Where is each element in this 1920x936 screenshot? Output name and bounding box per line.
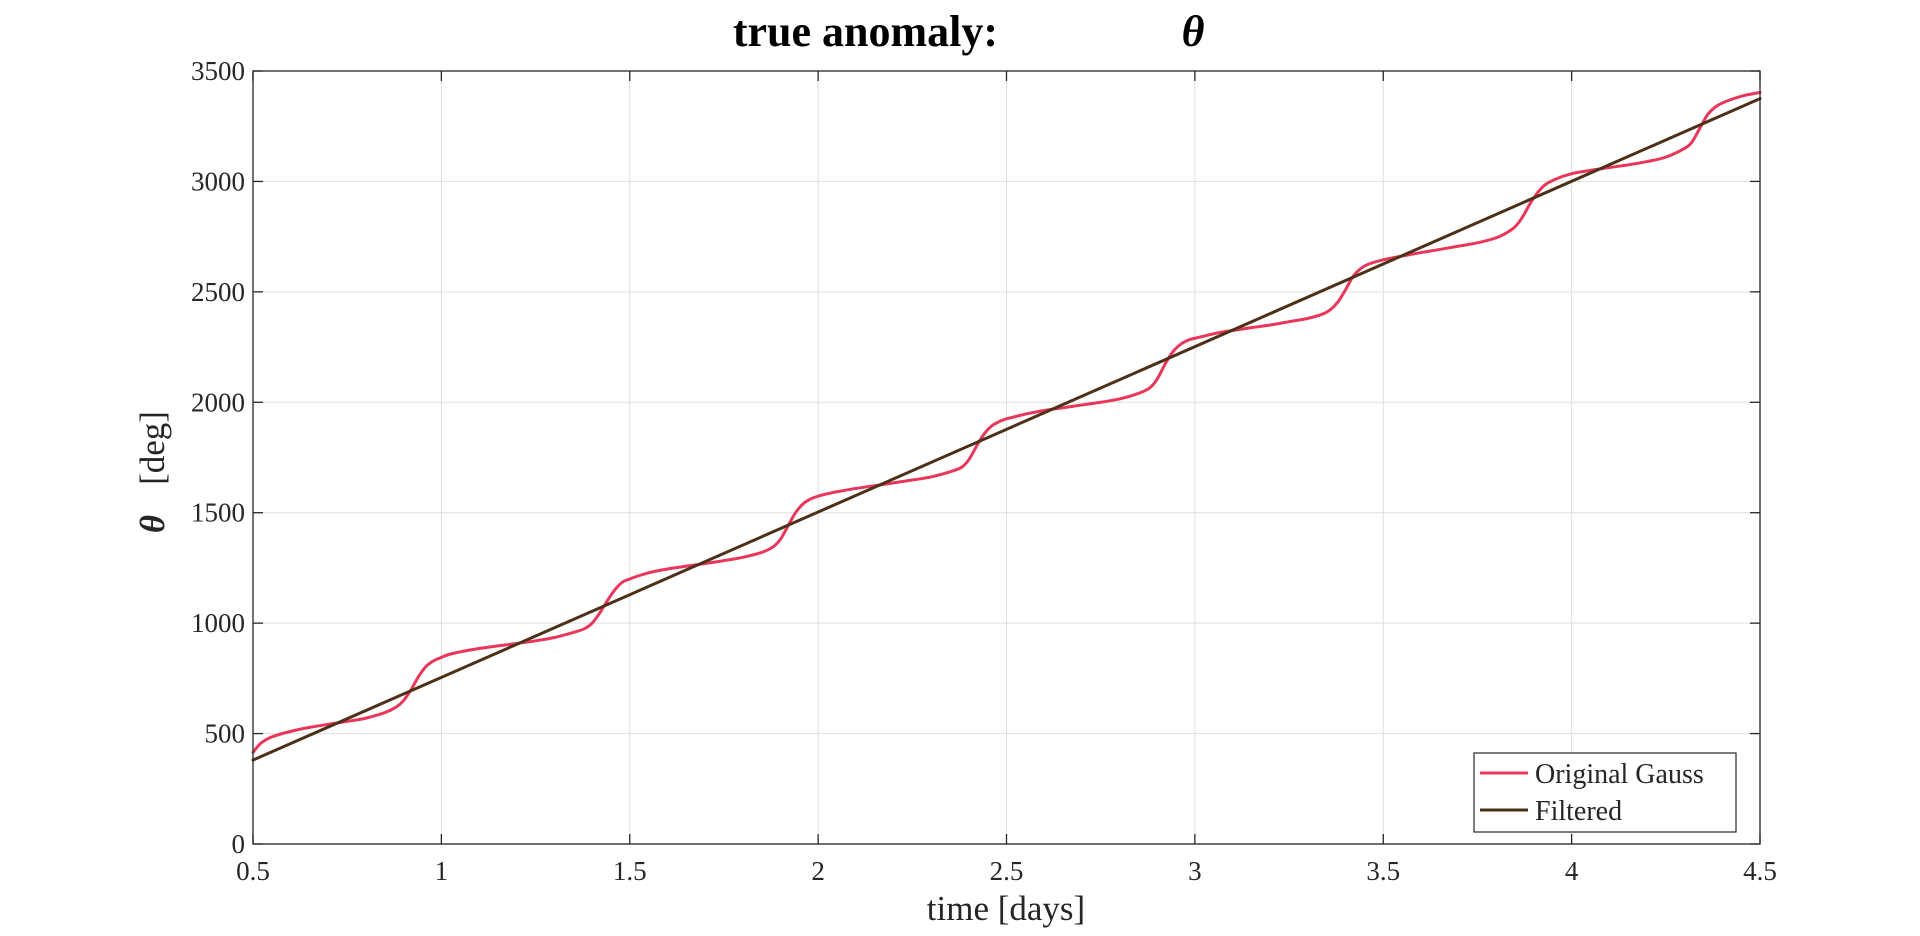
series-line-original-gauss xyxy=(251,90,1762,754)
y-tick-label: 1000 xyxy=(191,608,245,638)
x-tick-labels: 0.5 1 1.5 2 2.5 3 3.5 4 4.5 xyxy=(236,856,1777,886)
x-tick-label: 4.5 xyxy=(1743,856,1777,886)
legend-label-original-gauss: Original Gauss xyxy=(1535,759,1704,790)
y-tick-label: 2500 xyxy=(191,277,245,307)
y-tick-label: 2000 xyxy=(191,387,245,417)
y-tick-label: 1500 xyxy=(191,498,245,528)
x-tick-label: 1.5 xyxy=(613,856,647,886)
x-tick-label: 2.5 xyxy=(990,856,1024,886)
legend-label-filtered: Filtered xyxy=(1535,796,1622,827)
x-tick-label: 4 xyxy=(1565,856,1579,886)
series-layer xyxy=(251,90,1762,762)
y-tick-label: 3000 xyxy=(191,166,245,196)
y-tick-labels: 0 500 1000 1500 2000 2500 3000 3500 xyxy=(191,56,245,859)
legend: Original Gauss Filtered xyxy=(1473,752,1737,833)
y-tick-label: 500 xyxy=(205,719,246,749)
x-tick-label: 1 xyxy=(435,856,449,886)
legend-box xyxy=(1473,752,1737,833)
axes-box xyxy=(252,70,1761,845)
y-tick-label: 3500 xyxy=(191,56,245,86)
x-axis-title: time [days] xyxy=(927,889,1085,928)
x-tick-label: 3.5 xyxy=(1366,856,1400,886)
chart-title-symbol: θ xyxy=(1182,7,1205,56)
y-axis-title-text: [deg] xyxy=(133,411,172,485)
x-tick-label: 2 xyxy=(811,856,825,886)
x-tick-label: 3 xyxy=(1188,856,1202,886)
y-tick-label: 0 xyxy=(232,829,246,859)
y-axis-title-symbol: θ xyxy=(133,515,172,533)
chart-title: true anomaly: xyxy=(733,7,998,56)
series-line-filtered xyxy=(251,97,1762,762)
y-axis-title: θ [deg] xyxy=(133,411,172,533)
grid xyxy=(253,71,1760,844)
x-tick-label: 0.5 xyxy=(236,856,270,886)
